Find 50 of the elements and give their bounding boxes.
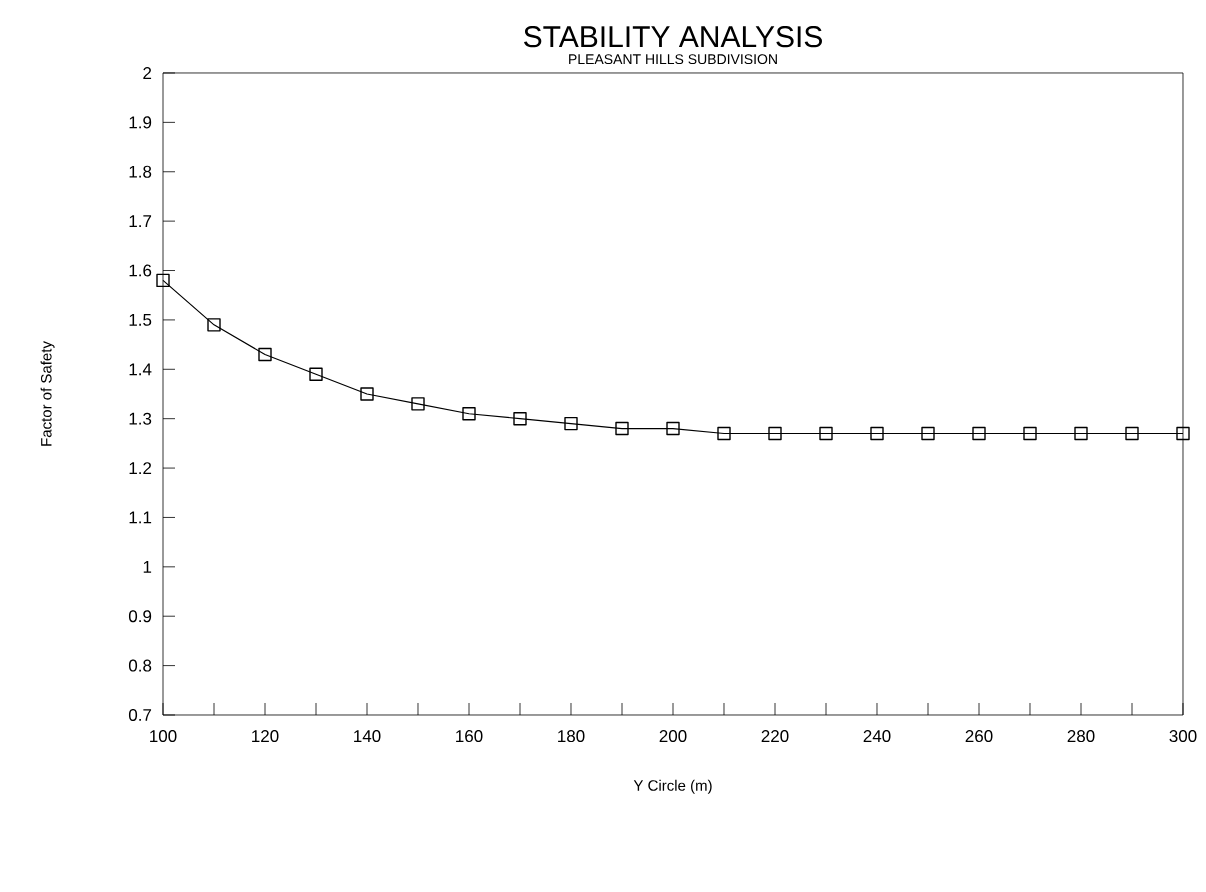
x-tick-label: 120 (252, 730, 279, 743)
point (1176, 426, 1190, 441)
y-tick-label: 1.9 (129, 116, 152, 129)
y-tick-label: 0.7 (128, 708, 152, 721)
chart-title: STABILITY ANALYSIS (524, 26, 822, 48)
y-tick-label: 1.1 (129, 511, 152, 524)
point (768, 426, 782, 441)
x-tick-label: 100 (150, 730, 177, 743)
point (462, 407, 476, 421)
y-tick-label: 1.3 (129, 412, 152, 425)
y-tick-label: 1 (143, 560, 152, 573)
point (615, 421, 629, 436)
point (411, 397, 425, 411)
point (921, 426, 935, 441)
point (309, 367, 323, 381)
point (360, 387, 374, 401)
x-tick-label: 260 (965, 730, 993, 743)
y-tick-label: 1.5 (129, 313, 152, 326)
point (717, 426, 731, 441)
point (666, 421, 680, 436)
y-tick-label: 0.8 (128, 659, 152, 672)
x-tick-label: 240 (863, 730, 891, 743)
x-tick-label: 200 (659, 730, 687, 743)
x-tick-label: 140 (354, 730, 381, 743)
point (258, 347, 272, 362)
point (1023, 426, 1037, 441)
chart-subtitle: PLEASANT HILLS SUBDIVISION (569, 54, 777, 65)
y-tick-label: 1.7 (129, 215, 152, 227)
x-tick-label: 280 (1067, 730, 1095, 743)
point (207, 318, 221, 332)
y-tick-label: 1.6 (129, 264, 152, 277)
y-tick-label: 1.8 (129, 165, 152, 178)
point (1074, 426, 1088, 441)
point (870, 426, 884, 441)
x-tick-label: 180 (558, 730, 585, 743)
x-tick-label: 160 (456, 730, 483, 743)
point (819, 426, 833, 441)
point (564, 416, 578, 431)
point (1125, 426, 1139, 441)
x-axis-title: Y Circle (m) (633, 779, 712, 794)
y-tick-label: 1.4 (129, 363, 152, 376)
y-tick-label: 1.2 (129, 462, 152, 474)
y-axis-title: Factor of Safety (40, 341, 55, 446)
point (972, 426, 986, 441)
y-tick-label: 0.9 (128, 610, 152, 623)
point (513, 411, 527, 426)
y-tick-label: 2 (143, 67, 152, 79)
x-tick-label: 300 (1169, 730, 1197, 743)
x-tick-label: 220 (761, 730, 789, 743)
point (156, 273, 170, 288)
